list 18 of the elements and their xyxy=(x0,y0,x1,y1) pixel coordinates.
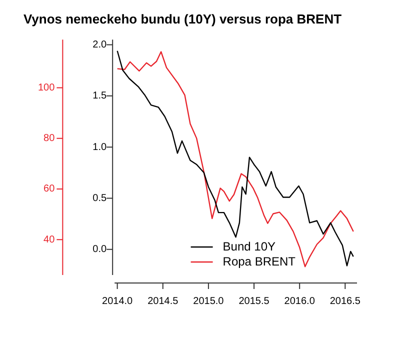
x-tick-label: 2014.0 xyxy=(102,296,134,307)
chart-title: Vynos nemeckeho bundu (10Y) versus ropa BRENT xyxy=(23,11,342,26)
y-tick-label: 2.0 xyxy=(92,39,108,50)
legend-label: Ropa BRENT xyxy=(222,254,296,268)
y-tick-label: 0.5 xyxy=(92,192,108,204)
y-tick-label: 1.5 xyxy=(92,90,108,102)
x-tick-label: 2015.0 xyxy=(193,296,224,307)
legend-label: Bund 10Y xyxy=(222,239,276,254)
x-tick-label: 2015.5 xyxy=(238,296,270,307)
y2-tick-label: 40 xyxy=(44,234,56,246)
x-tick-label: 2016.0 xyxy=(284,296,316,307)
y2-tick-label: 60 xyxy=(44,184,56,195)
x-tick-label: 2014.5 xyxy=(148,296,179,307)
x-tick-label: 2016.5 xyxy=(330,296,361,307)
y-tick-label: 1.0 xyxy=(92,142,108,153)
y2-tick-label: 100 xyxy=(38,82,56,94)
y2-tick-label: 80 xyxy=(44,133,56,144)
y-tick-label: 0.0 xyxy=(92,244,108,256)
